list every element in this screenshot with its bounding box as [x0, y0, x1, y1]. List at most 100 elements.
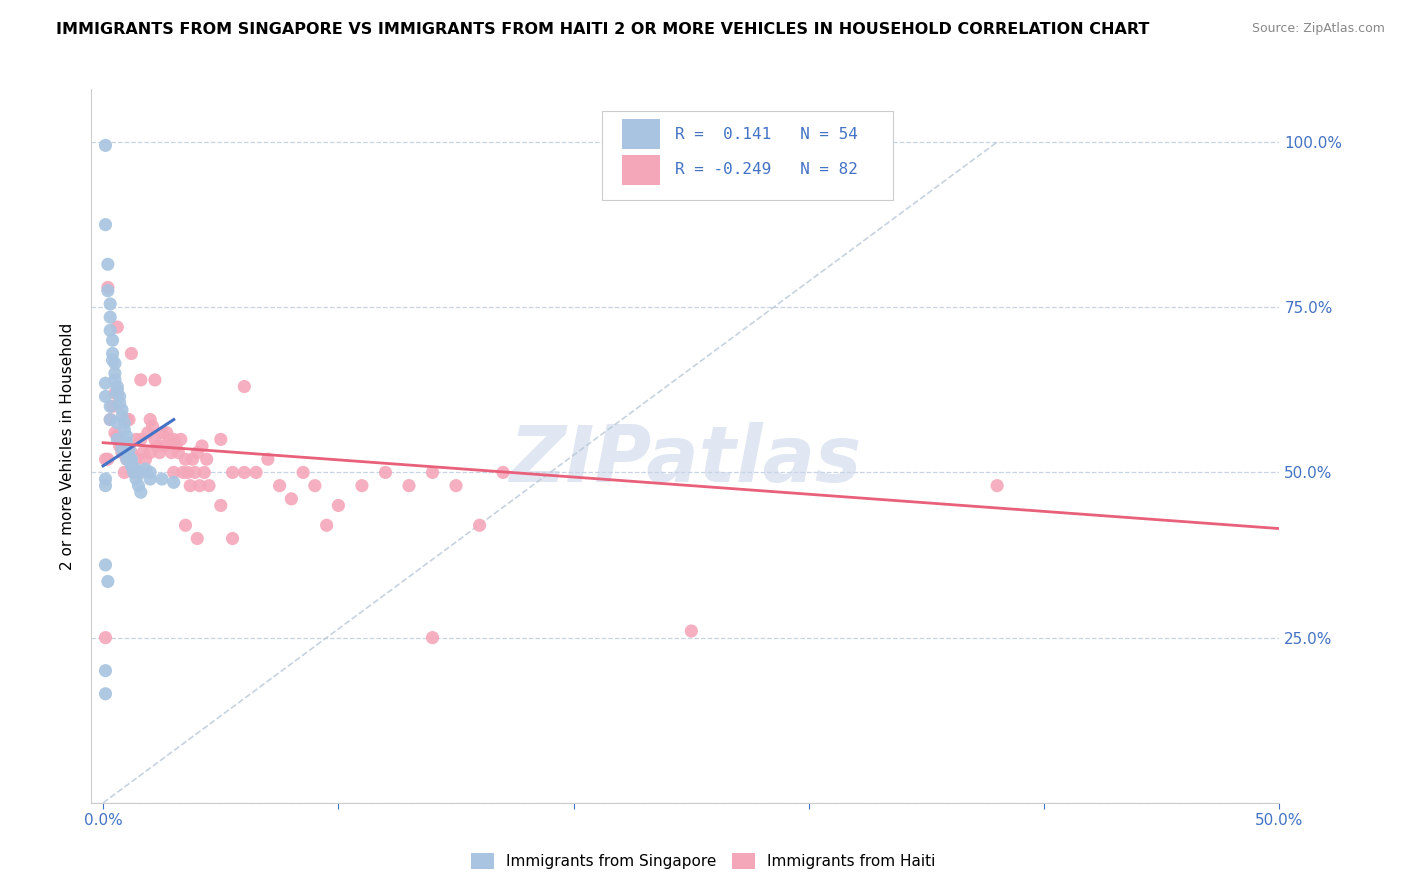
Point	[120, 458, 142, 473]
Point	[398, 478, 420, 492]
Point	[186, 445, 208, 459]
Point	[105, 320, 128, 334]
Point	[422, 466, 444, 480]
Point	[146, 439, 169, 453]
Point	[120, 346, 142, 360]
Point	[115, 429, 138, 443]
Point	[209, 433, 232, 447]
Point	[681, 624, 703, 638]
Point	[163, 475, 186, 490]
Point	[118, 449, 141, 463]
Point	[108, 439, 131, 453]
Point	[134, 462, 156, 476]
Point	[108, 396, 131, 410]
Point	[172, 466, 194, 480]
Point	[139, 412, 162, 426]
Point	[98, 297, 121, 311]
Point	[129, 373, 152, 387]
Point	[94, 687, 117, 701]
Point	[153, 439, 176, 453]
Point	[165, 439, 187, 453]
Point	[94, 664, 117, 678]
Text: ZIPatlas: ZIPatlas	[509, 422, 862, 499]
Point	[129, 466, 152, 480]
Point	[101, 353, 124, 368]
Point	[125, 472, 148, 486]
Point	[129, 485, 152, 500]
Point	[104, 373, 127, 387]
Point	[104, 356, 127, 370]
Point	[177, 466, 200, 480]
Bar	[623, 120, 661, 149]
FancyBboxPatch shape	[602, 111, 893, 200]
Point	[104, 367, 127, 381]
Point	[170, 433, 193, 447]
Point	[97, 257, 120, 271]
Point	[105, 416, 128, 430]
Point	[221, 466, 243, 480]
Point	[245, 466, 267, 480]
Point	[134, 452, 156, 467]
Point	[112, 466, 135, 480]
Point	[111, 409, 134, 424]
Point	[105, 429, 128, 443]
Point	[105, 433, 128, 447]
Point	[97, 280, 120, 294]
Point	[111, 445, 134, 459]
Point	[125, 452, 148, 467]
Point	[122, 466, 145, 480]
Point	[98, 400, 121, 414]
Point	[174, 452, 197, 467]
Point	[120, 456, 142, 470]
Point	[256, 452, 278, 467]
Point	[127, 466, 149, 480]
Point	[94, 558, 117, 572]
Y-axis label: 2 or more Vehicles in Household: 2 or more Vehicles in Household	[60, 322, 76, 570]
Point	[94, 138, 117, 153]
Point	[174, 518, 197, 533]
Point	[97, 574, 120, 589]
Point	[120, 452, 142, 467]
Point	[115, 435, 138, 450]
Point	[292, 466, 315, 480]
Point	[156, 425, 179, 440]
Point	[129, 433, 152, 447]
Point	[149, 445, 172, 459]
Point	[233, 466, 256, 480]
Point	[157, 433, 180, 447]
Text: Source: ZipAtlas.com: Source: ZipAtlas.com	[1251, 22, 1385, 36]
Point	[97, 284, 120, 298]
Point	[97, 452, 120, 467]
Point	[101, 400, 124, 414]
Point	[195, 452, 218, 467]
Point	[94, 472, 117, 486]
Text: IMMIGRANTS FROM SINGAPORE VS IMMIGRANTS FROM HAITI 2 OR MORE VEHICLES IN HOUSEHO: IMMIGRANTS FROM SINGAPORE VS IMMIGRANTS …	[56, 22, 1150, 37]
Point	[94, 389, 117, 403]
Point	[193, 466, 215, 480]
Point	[132, 445, 155, 459]
Point	[118, 412, 141, 426]
Point	[101, 333, 124, 347]
Point	[94, 452, 117, 467]
Point	[468, 518, 491, 533]
Point	[139, 466, 162, 480]
Point	[150, 472, 173, 486]
Point	[143, 373, 166, 387]
Point	[125, 462, 148, 476]
Point	[160, 445, 183, 459]
Point	[163, 433, 186, 447]
Point	[94, 376, 117, 391]
Point	[179, 478, 201, 492]
Point	[142, 419, 165, 434]
Bar	[623, 155, 661, 185]
Point	[115, 412, 138, 426]
Point	[98, 412, 121, 426]
Point	[233, 379, 256, 393]
Point	[104, 386, 127, 401]
Point	[374, 466, 396, 480]
Point	[108, 389, 131, 403]
Point	[328, 499, 350, 513]
Point	[105, 383, 128, 397]
Point	[221, 532, 243, 546]
Point	[122, 466, 145, 480]
